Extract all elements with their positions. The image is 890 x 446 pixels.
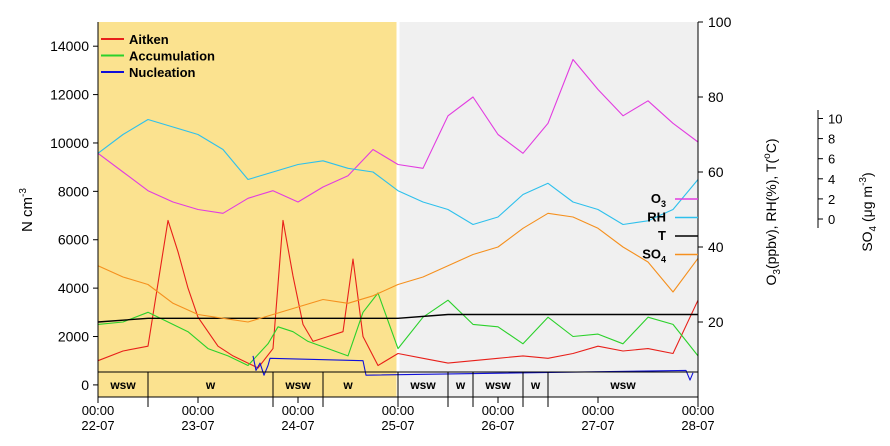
tick-label-left: 10000: [50, 135, 89, 151]
sector-label: w: [205, 378, 216, 392]
tick-label-right1: 40: [708, 239, 724, 255]
sector-label: w: [342, 378, 353, 392]
tick-label-left: 12000: [50, 87, 89, 103]
tick-label-right2: 8: [828, 132, 835, 147]
tick-label-right2: 0: [828, 212, 835, 227]
sector-label: wsw: [484, 378, 511, 392]
tick-label-right2: 4: [828, 172, 835, 187]
tick-label-x-time: 00:00: [182, 403, 215, 418]
series-line-nucleation: [252, 355, 694, 381]
legend-label-rh: RH: [647, 210, 666, 225]
legend-label-so4: SO4: [642, 247, 666, 265]
tick-label-left: 0: [81, 377, 89, 393]
sector-label: w: [530, 378, 541, 392]
background-regions: [98, 22, 698, 397]
tick-label-x-time: 00:00: [382, 403, 415, 418]
legend-label-nucleation: Nucleation: [129, 65, 196, 80]
tick-label-left: 14000: [50, 38, 89, 54]
tick-label-x-date: 26-07: [481, 418, 514, 433]
series-layer: [97, 58, 699, 381]
axes: 0200040006000800010000120001400020406080…: [18, 14, 879, 433]
tick-label-left: 4000: [58, 280, 89, 296]
tick-label-right1: 100: [708, 14, 732, 30]
tick-label-x-time: 00:00: [582, 403, 615, 418]
tick-label-right2: 10: [828, 112, 842, 127]
y-axis-right1-title: O3(ppbv), RH(%), T(oC): [762, 139, 783, 286]
legend-label-accumulation: Accumulation: [129, 49, 215, 64]
sector-label: wsw: [609, 378, 636, 392]
tick-label-x-date: 24-07: [281, 418, 314, 433]
sector-label: wsw: [409, 378, 436, 392]
series-line-t: [97, 313, 698, 323]
series-line-so4: [97, 212, 699, 323]
sector-label: wsw: [284, 378, 311, 392]
tick-label-left: 6000: [58, 232, 89, 248]
tick-label-x-date: 23-07: [181, 418, 214, 433]
shaded-region-0: [98, 22, 398, 397]
tick-label-x-time: 00:00: [82, 403, 115, 418]
y-axis-right2-title: SO4 (μg m-3): [858, 172, 879, 251]
tick-label-x-time: 00:00: [682, 403, 715, 418]
series-line-rh: [97, 118, 699, 226]
y-axis-left-title: N cm-3: [18, 188, 36, 232]
sector-label: wsw: [109, 378, 136, 392]
tick-label-left: 2000: [58, 329, 89, 345]
legend-label-aitken: Aitken: [129, 32, 169, 47]
tick-label-x-date: 28-07: [681, 418, 714, 433]
tick-label-right1: 20: [708, 314, 724, 330]
tick-label-x-date: 22-07: [81, 418, 114, 433]
tick-label-right2: 2: [828, 192, 835, 207]
tick-label-right2: 6: [828, 152, 835, 167]
tick-label-x-date: 25-07: [381, 418, 414, 433]
tick-label-right1: 80: [708, 89, 724, 105]
tick-label-x-date: 27-07: [581, 418, 614, 433]
tick-label-right1: 60: [708, 164, 724, 180]
sector-label: w: [455, 378, 466, 392]
tick-label-x-time: 00:00: [282, 403, 315, 418]
series-line-accumulation: [97, 292, 699, 367]
legend-label-t: T: [658, 228, 666, 243]
series-line-aitken: [97, 219, 699, 369]
series-line-o3: [97, 58, 699, 214]
tick-label-x-time: 00:00: [482, 403, 515, 418]
tick-label-left: 8000: [58, 183, 89, 199]
legend-label-o3: O3: [651, 191, 666, 209]
